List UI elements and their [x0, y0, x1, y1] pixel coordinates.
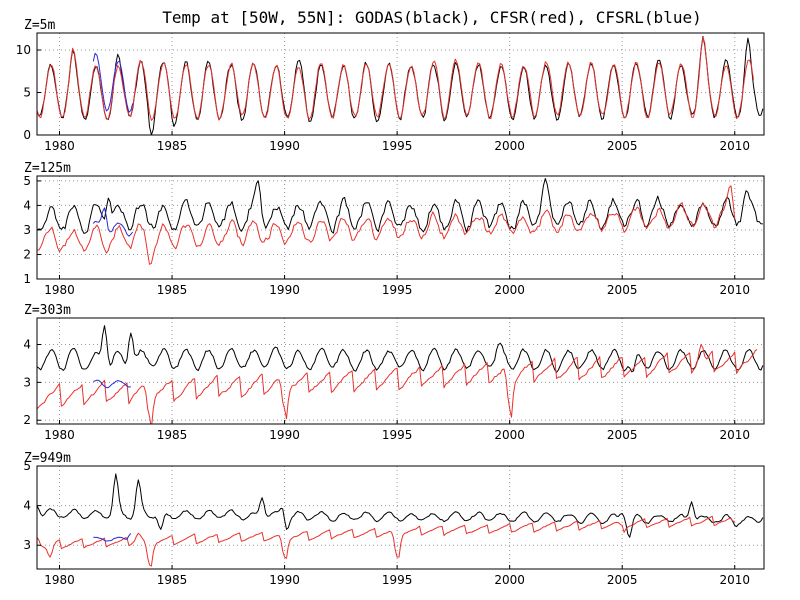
series-godas [37, 473, 764, 538]
panel-z-303m: 1980 1985 1990 1995 2000 2005 2010 2 3 4 Z=303m [23, 303, 765, 442]
x-tick-label: 1990 [269, 283, 300, 297]
x-tick-label: 1985 [157, 573, 188, 587]
series-cfsrl [93, 379, 131, 389]
panel-z-949m: 1980 1985 1990 1995 2000 2005 2010 3 4 5Z=949m [23, 451, 765, 587]
x-tick-label: 2010 [719, 139, 750, 153]
y-tick-label: 4 [23, 338, 31, 352]
x-tick-label: 1980 [44, 573, 75, 587]
x-tick-label: 1990 [269, 139, 300, 153]
series-cfsrl [93, 532, 132, 542]
chart-title: Temp at [50W, 55N]: GODAS(black), CFSR(r… [162, 8, 701, 27]
x-tick-label: 1980 [44, 428, 75, 442]
y-tick-label: 1 [23, 272, 31, 286]
chart-panels: 1980 1985 1990 1995 2000 2005 20100510Z=5m1980… [16, 18, 765, 587]
x-tick-label: 2000 [494, 573, 525, 587]
y-tick-label: 3 [23, 375, 31, 389]
y-tick-label: 5 [23, 459, 31, 473]
x-tick-label: 2010 [719, 283, 750, 297]
x-tick-label: 1980 [44, 139, 75, 153]
x-tick-label: 2005 [607, 139, 638, 153]
x-tick-label: 2005 [607, 428, 638, 442]
panel-depth-label: Z=5m [24, 18, 55, 33]
x-tick-label: 1980 [44, 283, 75, 297]
x-tick-label: 2010 [719, 428, 750, 442]
x-tick-label: 2010 [719, 573, 750, 587]
plot-frame [36, 317, 765, 425]
y-tick-label: 2 [23, 413, 31, 427]
series-cfsr [37, 185, 736, 265]
x-tick-label: 1995 [382, 428, 413, 442]
series-cfsrl [92, 207, 134, 237]
y-tick-label: 10 [16, 43, 31, 57]
x-tick-label: 1990 [269, 428, 300, 442]
x-tick-label: 2005 [607, 283, 638, 297]
y-tick-label: 0 [23, 128, 31, 142]
x-tick-label: 1995 [382, 283, 413, 297]
panel-depth-label: Z=949m [24, 451, 71, 466]
x-tick-label: 2005 [607, 573, 638, 587]
plot-frame [36, 32, 765, 136]
y-tick-label: 3 [23, 223, 31, 237]
series-cfsr [37, 515, 735, 567]
series-cfsr [37, 344, 758, 424]
x-tick-label: 2000 [494, 139, 525, 153]
y-tick-label: 5 [23, 86, 31, 100]
panel-z-125m: 1980 1985 1990 1995 2000 2005 2010 1 2 3 4 5Z=125m [23, 161, 765, 297]
plot-frame [36, 465, 765, 570]
y-tick-label: 3 [23, 538, 31, 552]
series-godas [37, 178, 763, 234]
plot-frame [36, 175, 765, 280]
y-tick-label: 5 [23, 174, 31, 188]
y-tick-label: 4 [23, 499, 31, 513]
x-tick-label: 2000 [494, 428, 525, 442]
x-tick-label: 1985 [157, 139, 188, 153]
panel-z-5m: 1980 1985 1990 1995 2000 2005 2010 0 5 10 Z=5m [16, 18, 765, 153]
x-tick-label: 2000 [494, 283, 525, 297]
x-tick-label: 1995 [382, 573, 413, 587]
x-tick-label: 1985 [157, 428, 188, 442]
series-godas [37, 325, 764, 373]
x-tick-label: 1995 [382, 139, 413, 153]
series-cfsrl [92, 52, 134, 113]
y-tick-label: 2 [23, 247, 31, 261]
series-cfsr [37, 36, 754, 121]
x-tick-label: 1990 [269, 573, 300, 587]
x-tick-label: 1985 [157, 283, 188, 297]
y-tick-label: 4 [23, 198, 31, 212]
panel-depth-label: Z=125m [24, 161, 71, 176]
panel-depth-label: Z=303m [24, 303, 71, 318]
